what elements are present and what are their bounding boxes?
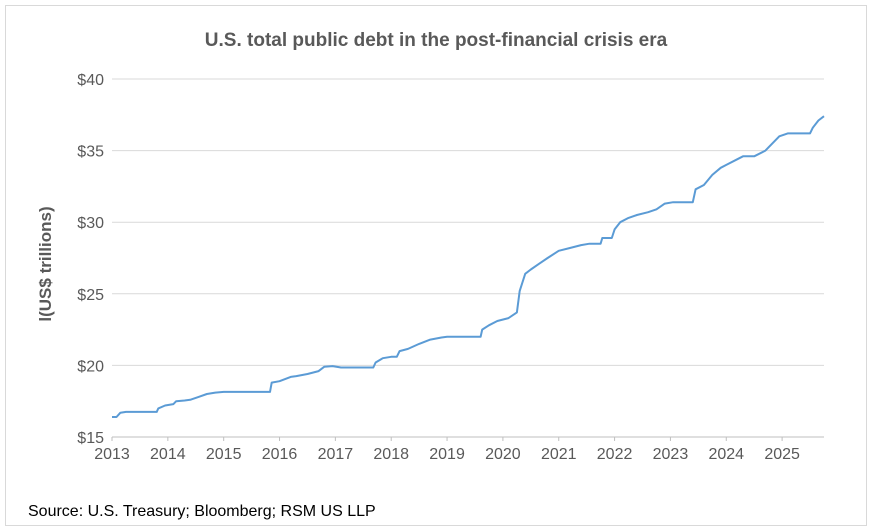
y-axis-ticks: $15 $20 $25 $30 $35 $40 bbox=[77, 72, 104, 447]
gridlines bbox=[112, 78, 824, 366]
x-tick-label: 2019 bbox=[429, 446, 465, 463]
x-tick-label: 2022 bbox=[597, 446, 633, 463]
x-tick-label: 2016 bbox=[262, 446, 298, 463]
x-tick-label: 2024 bbox=[708, 446, 744, 463]
source-note: Source: U.S. Treasury; Bloomberg; RSM US… bbox=[28, 503, 376, 520]
x-tick-label: 2021 bbox=[541, 446, 577, 463]
y-tick-label: $15 bbox=[77, 430, 104, 447]
x-tick-label: 2015 bbox=[206, 446, 242, 463]
y-tick-label: $30 bbox=[77, 215, 104, 232]
y-tick-label: $40 bbox=[77, 72, 104, 89]
x-tick-label: 2013 bbox=[94, 446, 130, 463]
chart-frame: U.S. total public debt in the post-finan… bbox=[5, 5, 867, 526]
x-tick-label: 2018 bbox=[373, 446, 409, 463]
chart-title: U.S. total public debt in the post-finan… bbox=[205, 30, 668, 51]
x-tick-label: 2014 bbox=[150, 446, 186, 463]
line-chart: U.S. total public debt in the post-finan… bbox=[36, 30, 825, 463]
x-tick-label: 2020 bbox=[485, 446, 521, 463]
x-tick-label: 2023 bbox=[653, 446, 689, 463]
x-tick-label: 2017 bbox=[318, 446, 354, 463]
y-tick-label: $20 bbox=[77, 358, 104, 375]
y-tick-label: $25 bbox=[77, 287, 104, 304]
y-axis-label: l(US$ trillions) bbox=[36, 206, 55, 321]
debt-series-line bbox=[112, 115, 825, 418]
x-axis-ticks: 2013 2014 2015 2016 2017 2018 2019 2020 2021 2022… bbox=[94, 437, 800, 463]
y-tick-label: $35 bbox=[77, 144, 104, 161]
x-tick-label: 2025 bbox=[764, 446, 800, 463]
